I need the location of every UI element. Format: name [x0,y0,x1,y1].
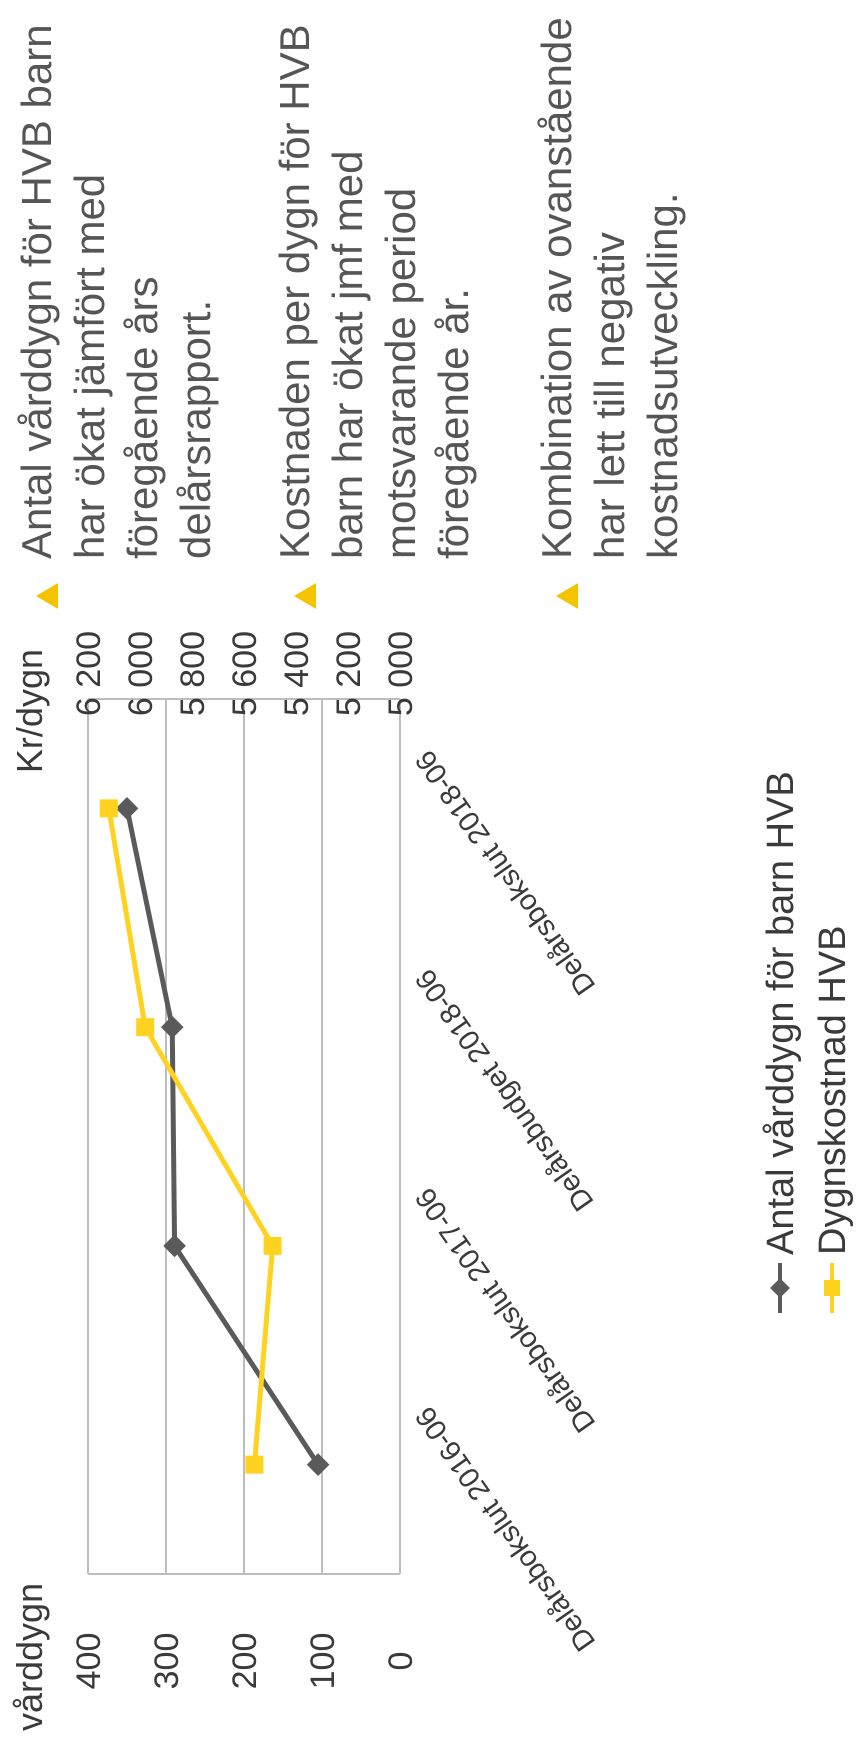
series-lines [106,807,321,1466]
legend-item-dygnskostnad: Dygnskostnad HVB [812,926,854,1313]
data-point-antal-varddygn [115,797,139,820]
y-left-tick-label: 100 [304,1633,342,1690]
bullet-line: föregående år. [430,288,477,559]
bullet-line: Kostnaden per dygn för HVB [271,24,318,559]
bullet-text: Antal vårddygn för HVB barn har ökat jäm… [10,0,222,559]
bullet-line: motsvarande period [377,187,424,559]
bullet-text: Kostnaden per dygn för HVB barn har ökat… [268,0,480,559]
data-point-dygnskostnad [263,1236,282,1255]
legend: Antal vårddygn för barn HVB Dygnskostnad… [760,771,854,1313]
triangle-bullet-icon [294,583,316,609]
data-point-antal-varddygn [306,1453,330,1476]
y-right-tick-label: 5 200 [330,631,368,716]
legend-marker-diamond [770,1278,790,1298]
series-line-antal-varddygn [124,807,321,1466]
triangle-bullet-icon [556,583,578,609]
bullet-line: kostnadsutveckling. [639,192,686,559]
bullet-line: har lett till negativ [586,232,633,559]
x-category-label: Delårsbudget 2018-06 [410,963,601,1216]
data-point-dygnskostnad [99,799,118,818]
bullet-line: Kombination av ovanstående [533,17,580,559]
bullet-line: barn har ökat jmf med [324,150,371,559]
legend-label-dygnskostnad: Dygnskostnad HVB [812,926,854,1256]
y-right-axis-title: Kr/dygn [9,649,50,773]
data-point-antal-varddygn [160,1015,184,1039]
y-right-tick-label: 6 000 [122,631,160,716]
series-line-dygnskostnad [106,807,276,1465]
legend-marker-square [824,1280,840,1296]
bullet-text: Kombination av ovanstående har lett till… [530,0,689,559]
legend-item-antal-varddygn: Antal vårddygn för barn HVB [760,771,802,1313]
x-category-label: Delårsbokslut 2017-06 [410,1182,603,1438]
triangle-bullet-icon [36,583,58,609]
y-left-ticks: 0 100 200 300 400 [70,1633,420,1690]
gridlines [87,698,401,1575]
y-left-tick-label: 300 [148,1633,186,1690]
y-right-tick-label: 5 600 [226,631,264,716]
x-category-label: Delårsbokslut 2016-06 [410,1401,603,1657]
y-right-tick-label: 5 800 [174,631,212,716]
bullet-line: föregående års [119,276,166,559]
y-right-tick-label: 6 200 [70,631,108,716]
y-right-ticks: 5 000 5 200 5 400 5 600 5 800 6 000 6 200 [70,631,420,716]
bullet-line: delårsrapport. [172,299,219,559]
y-left-tick-label: 200 [226,1633,264,1690]
data-point-dygnskostnad [136,1018,155,1037]
series-markers [99,797,330,1476]
bullet-line: Antal vårddygn för HVB barn [13,24,60,559]
legend-label-antal-varddygn: Antal vårddygn för barn HVB [760,771,802,1255]
y-left-tick-label: 0 [382,1652,420,1671]
y-right-tick-label: 5 000 [382,631,420,716]
bullet-line: har ökat jämfört med [66,173,113,559]
y-left-tick-label: 400 [70,1633,108,1690]
y-left-axis-title: vårddygn [9,1583,50,1731]
chart: vårddygn Kr/dygn 0 100 200 300 400 5 000 5 20… [9,631,854,1731]
x-category-label: Delårsbokslut 2018-06 [410,744,603,1000]
y-right-tick-label: 5 400 [278,631,316,716]
data-point-dygnskostnad [245,1455,264,1474]
